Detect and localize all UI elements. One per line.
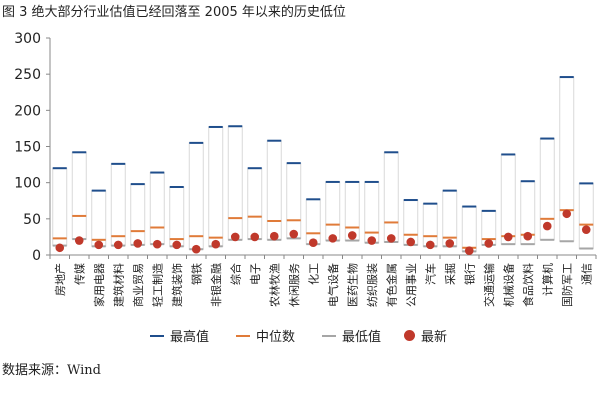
latest-point bbox=[347, 231, 357, 240]
latest-point bbox=[74, 236, 84, 245]
range-box bbox=[91, 190, 107, 247]
latest-point bbox=[503, 232, 513, 242]
latest-point bbox=[308, 238, 318, 248]
latest-point bbox=[113, 240, 123, 250]
range-box bbox=[266, 140, 282, 241]
y-tick-label: 0 bbox=[32, 248, 41, 264]
latest-point bbox=[406, 237, 416, 247]
latest-point bbox=[523, 231, 533, 241]
range-box bbox=[110, 163, 126, 247]
range-box bbox=[208, 126, 224, 247]
y-tick-label: 200 bbox=[14, 103, 41, 119]
x-tick-label: 汽车 bbox=[423, 263, 437, 285]
x-tick-label: 家用电器 bbox=[92, 263, 106, 307]
range-box bbox=[130, 183, 146, 246]
x-tick-label: 农林牧渔 bbox=[267, 263, 281, 307]
legend-min-label: 最低值 bbox=[342, 330, 382, 345]
x-tick-label: 医药生物 bbox=[345, 263, 359, 307]
latest-point bbox=[445, 239, 455, 248]
x-tick-label: 综合 bbox=[228, 263, 242, 285]
latest-point bbox=[484, 239, 494, 248]
x-tick-label: 交通运输 bbox=[482, 263, 496, 307]
range-box bbox=[383, 151, 399, 243]
source-note: 数据来源：Wind bbox=[2, 363, 101, 378]
range-box bbox=[169, 186, 185, 247]
range-box bbox=[422, 203, 438, 247]
latest-point bbox=[464, 246, 474, 255]
latest-point bbox=[172, 240, 182, 250]
latest-point bbox=[55, 243, 65, 253]
latest-point bbox=[230, 232, 240, 242]
x-tick-label: 钢铁 bbox=[190, 263, 203, 285]
latest-point bbox=[94, 240, 104, 250]
figure-title: 图 3 绝大部分行业估值已经回落至 2005 年以来的历史低位 bbox=[2, 5, 346, 20]
y-tick-label: 50 bbox=[23, 212, 41, 228]
latest-point bbox=[542, 221, 552, 231]
range-chart: 0 50 100 150 200 250 300 房地产 传媒 家用电器 建筑材料 商业贸易 轻工制造建… bbox=[14, 31, 597, 307]
range-box bbox=[71, 151, 87, 240]
x-tick-label: 建筑材料 bbox=[111, 263, 125, 307]
range-box bbox=[325, 181, 341, 242]
x-tick-label: 公用事业 bbox=[405, 263, 418, 307]
legend-max-swatch bbox=[150, 334, 164, 337]
x-tick-label: 银行 bbox=[462, 263, 476, 285]
x-tick-label: 非银金融 bbox=[209, 263, 223, 307]
x-tick-label: 食品饮料 bbox=[521, 263, 535, 307]
legend-latest-label: 最新 bbox=[421, 330, 448, 345]
latest-point bbox=[250, 232, 260, 242]
x-tick-label: 纺织服装 bbox=[365, 263, 379, 307]
x-tick-label: 电气设备 bbox=[326, 263, 340, 307]
x-tick-label: 有色金属 bbox=[384, 263, 398, 307]
range-box bbox=[52, 167, 68, 247]
legend-latest-swatch bbox=[404, 330, 415, 341]
latest-point bbox=[562, 209, 572, 219]
latest-point bbox=[152, 239, 162, 249]
latest-point bbox=[425, 240, 435, 250]
legend-median-label: 中位数 bbox=[256, 330, 296, 345]
legend-min-swatch bbox=[322, 334, 336, 337]
range-box bbox=[364, 181, 380, 244]
x-tick-label: 建筑装饰 bbox=[170, 263, 184, 307]
x-tick-label: 房地产 bbox=[53, 263, 67, 296]
latest-point bbox=[133, 239, 143, 248]
y-tick-label: 250 bbox=[14, 67, 41, 83]
legend-max-label: 最高值 bbox=[170, 330, 210, 345]
x-tick-label: 电子 bbox=[249, 263, 262, 285]
x-tick-label: 机械设备 bbox=[501, 263, 515, 307]
latest-point bbox=[289, 229, 299, 239]
range-box bbox=[247, 167, 263, 240]
y-tick-label: 300 bbox=[14, 31, 41, 47]
range-box bbox=[578, 182, 594, 249]
y-tick-label: 150 bbox=[14, 140, 41, 156]
range-box bbox=[500, 153, 516, 245]
range-box bbox=[149, 172, 165, 245]
range-box bbox=[188, 142, 204, 250]
x-tick-label: 国防军工 bbox=[560, 263, 574, 307]
x-tick-label: 计算机 bbox=[540, 263, 554, 296]
range-box bbox=[286, 162, 302, 239]
x-tick-label: 通信 bbox=[580, 263, 593, 285]
latest-point bbox=[191, 244, 201, 254]
legend-median-swatch bbox=[236, 334, 250, 337]
legend-min: 最低值 bbox=[322, 326, 381, 345]
latest-point bbox=[386, 234, 396, 243]
latest-point bbox=[581, 225, 591, 234]
x-tick-label: 休闲服务 bbox=[287, 263, 301, 307]
legend-median: 中位数 bbox=[236, 326, 295, 345]
range-box bbox=[305, 198, 321, 245]
latest-point bbox=[211, 239, 221, 249]
range-box bbox=[227, 125, 243, 241]
x-tick-label: 采掘 bbox=[443, 263, 457, 285]
legend-max: 最高值 bbox=[150, 326, 209, 345]
y-tick-label: 100 bbox=[14, 176, 41, 192]
latest-point bbox=[269, 231, 279, 241]
x-tick-label: 传媒 bbox=[73, 263, 86, 285]
x-tick-label: 轻工制造 bbox=[150, 263, 164, 307]
latest-point bbox=[328, 234, 338, 243]
latest-point bbox=[367, 236, 377, 245]
legend-latest: 最新 bbox=[404, 326, 447, 345]
x-tick-label: 化工 bbox=[306, 263, 320, 285]
range-box bbox=[461, 206, 477, 252]
x-tick-label: 商业贸易 bbox=[131, 263, 145, 307]
